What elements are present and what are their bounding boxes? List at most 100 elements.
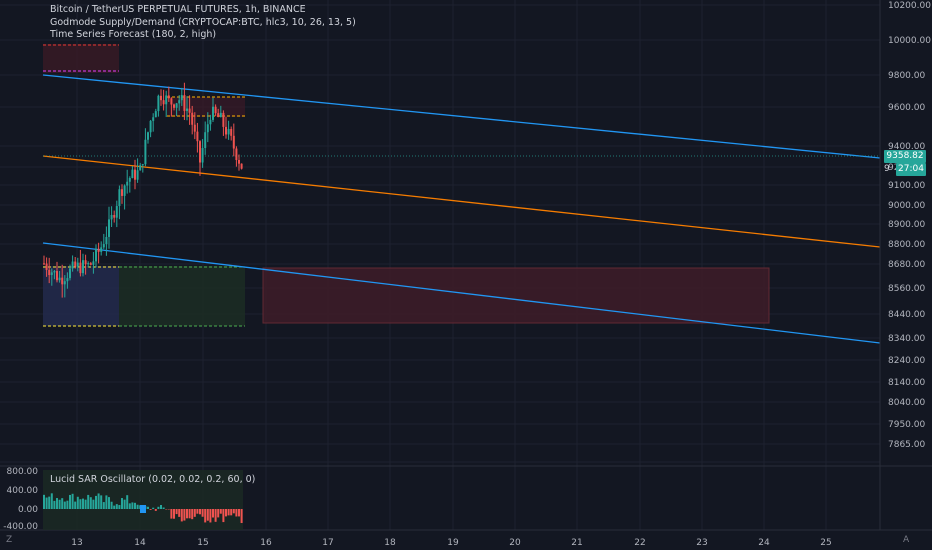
osc-bar bbox=[128, 503, 131, 509]
candle-body bbox=[105, 236, 108, 245]
osc-bar bbox=[152, 507, 155, 509]
candle-body bbox=[170, 98, 173, 105]
price-scale-label: 9600.00 bbox=[888, 103, 925, 113]
osc-bar bbox=[157, 506, 160, 509]
candle-body bbox=[240, 163, 243, 169]
osc-bar bbox=[147, 506, 149, 509]
candle-body bbox=[128, 177, 131, 182]
candle-body bbox=[175, 103, 178, 108]
candle-body bbox=[43, 263, 45, 265]
candle-body bbox=[108, 219, 110, 237]
candle-body bbox=[157, 95, 160, 112]
candle-body bbox=[89, 263, 92, 265]
osc-bar bbox=[134, 502, 136, 509]
osc-bar bbox=[193, 509, 196, 517]
candle-body bbox=[136, 170, 139, 180]
forecast-box[interactable] bbox=[262, 267, 770, 324]
symbol-title[interactable]: Bitcoin / TetherUS PERPETUAL FUTURES, 1h… bbox=[50, 4, 306, 15]
price-scale-label: 8340.00 bbox=[888, 334, 925, 344]
candles-group[interactable] bbox=[43, 82, 243, 298]
candle-body bbox=[209, 119, 212, 125]
osc-bar bbox=[43, 494, 45, 509]
candle-body bbox=[232, 135, 235, 149]
channel-lower-line[interactable] bbox=[42, 242, 881, 344]
price-scale[interactable]: 10200.0010000.009800.009600.009400.00920… bbox=[888, 1, 931, 450]
candle-body bbox=[82, 260, 84, 274]
price-scale-label: 7950.00 bbox=[888, 420, 925, 430]
candle-body bbox=[131, 169, 134, 178]
candle-body bbox=[71, 261, 74, 269]
candle-body bbox=[196, 131, 199, 142]
osc-bar bbox=[222, 509, 225, 523]
osc-bar bbox=[50, 493, 53, 509]
osc-bar bbox=[121, 498, 123, 509]
osc-bar bbox=[160, 504, 162, 509]
time-axis[interactable]: 13 14 15 16 17 18 19 20 21 22 23 24 25 bbox=[71, 538, 831, 548]
osc-bar bbox=[199, 509, 201, 515]
candle-body bbox=[141, 164, 144, 166]
time-axis-label: 25 bbox=[820, 538, 831, 548]
osc-bar bbox=[238, 509, 240, 517]
osc-bar bbox=[232, 509, 235, 514]
candle-body bbox=[178, 100, 181, 104]
osc-bar bbox=[188, 509, 191, 519]
candle-body bbox=[204, 132, 207, 148]
osc-bar bbox=[162, 507, 165, 509]
osc-scale-label: -400.00 bbox=[3, 522, 38, 532]
channel-upper-line[interactable] bbox=[42, 74, 881, 159]
osc-bar bbox=[53, 500, 56, 509]
osc-bar bbox=[100, 495, 103, 509]
candle-body bbox=[180, 95, 183, 101]
candle-body bbox=[69, 268, 71, 279]
candle-body bbox=[87, 263, 90, 265]
osc-bar bbox=[183, 509, 186, 521]
candle-body bbox=[76, 262, 79, 267]
osc-bar bbox=[214, 509, 217, 522]
price-scale-label: 8800.00 bbox=[888, 240, 925, 250]
price-scale-label: 10000.00 bbox=[888, 36, 931, 46]
candle-body bbox=[48, 269, 51, 276]
candle-body bbox=[102, 244, 105, 248]
candle-body bbox=[230, 128, 233, 136]
osc-bar bbox=[61, 498, 64, 509]
candle-body bbox=[139, 165, 142, 171]
osc-bar bbox=[178, 509, 181, 517]
osc-bar bbox=[175, 509, 178, 515]
oscillator-title[interactable]: Lucid SAR Oscillator (0.02, 0.02, 0.2, 6… bbox=[50, 474, 256, 485]
candle-body bbox=[63, 281, 66, 285]
osc-bar bbox=[76, 496, 79, 509]
candle-body bbox=[92, 261, 95, 265]
candle-body bbox=[79, 262, 82, 274]
osc-bar bbox=[206, 509, 209, 521]
price-scale-label: 8680.00 bbox=[888, 260, 925, 270]
price-scale-label: 8900.00 bbox=[888, 220, 925, 230]
candle-body bbox=[154, 111, 157, 118]
candle-body bbox=[45, 263, 48, 270]
indicator-tsf[interactable]: Time Series Forecast (180, 2, high) bbox=[50, 29, 217, 40]
osc-bar bbox=[230, 509, 233, 516]
time-axis-label: 19 bbox=[447, 538, 459, 548]
indicator-supply-demand[interactable]: Godmode Supply/Demand (CRYPTOCAP:BTC, hl… bbox=[50, 17, 356, 28]
osc-bar bbox=[89, 497, 92, 509]
osc-bar bbox=[58, 499, 61, 509]
oscillator-histogram[interactable] bbox=[43, 493, 243, 524]
zoom-corner-left[interactable]: Z bbox=[6, 535, 13, 545]
osc-bar bbox=[186, 509, 188, 519]
osc-scale-label: 400.00 bbox=[7, 486, 39, 496]
auto-scale-button[interactable]: A bbox=[903, 535, 910, 545]
osc-bar bbox=[71, 493, 74, 509]
osc-bar bbox=[170, 509, 173, 519]
candle-body bbox=[50, 272, 53, 276]
time-axis-label: 14 bbox=[134, 538, 146, 548]
candle-body bbox=[126, 181, 129, 186]
price-scale-label: 7865.00 bbox=[888, 440, 925, 450]
osc-bar bbox=[235, 509, 238, 517]
candle-body bbox=[206, 124, 209, 133]
channel-middle-line[interactable] bbox=[42, 155, 881, 248]
candle-body bbox=[162, 100, 165, 105]
candle-body bbox=[58, 277, 61, 281]
time-axis-label: 17 bbox=[322, 538, 333, 548]
osc-bar bbox=[196, 509, 199, 514]
osc-scale[interactable]: 800.00 400.00 0.00 -400.00 bbox=[3, 467, 38, 532]
